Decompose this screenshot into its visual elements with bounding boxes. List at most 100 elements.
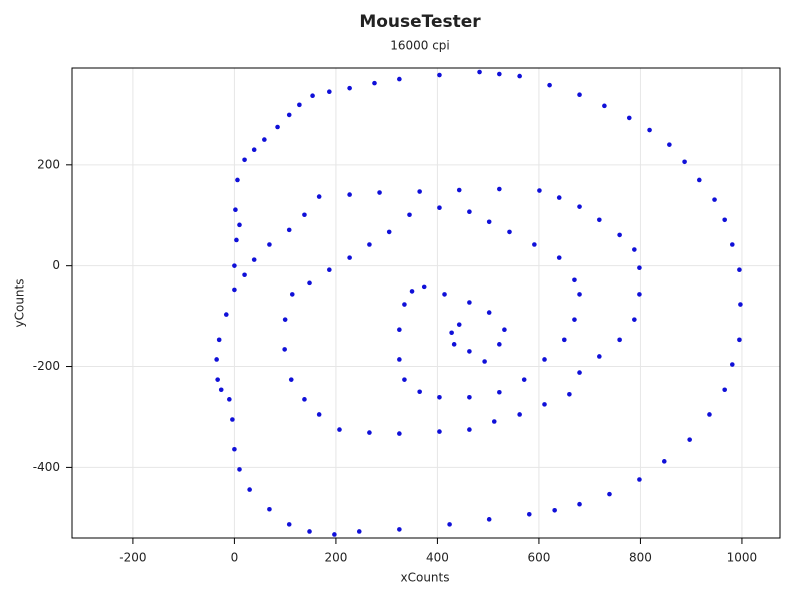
point xyxy=(632,247,637,252)
point xyxy=(647,127,652,133)
point xyxy=(214,357,219,362)
point xyxy=(437,72,442,78)
point xyxy=(637,477,642,482)
y-tick-label: -200 xyxy=(33,359,60,373)
point xyxy=(467,209,472,215)
point xyxy=(602,103,607,109)
point xyxy=(356,529,362,534)
point xyxy=(562,337,567,343)
point xyxy=(449,330,454,336)
point xyxy=(232,287,237,293)
x-tick-label: 600 xyxy=(527,551,550,565)
point xyxy=(661,459,667,464)
point xyxy=(486,219,492,225)
point xyxy=(367,430,372,435)
point xyxy=(235,177,240,183)
point xyxy=(397,357,402,362)
point xyxy=(517,412,522,417)
point xyxy=(288,377,294,382)
point xyxy=(367,242,372,247)
point xyxy=(521,377,527,382)
point xyxy=(215,377,220,382)
point xyxy=(637,292,642,297)
point xyxy=(486,517,492,522)
point xyxy=(372,80,377,86)
point xyxy=(286,522,292,527)
point xyxy=(407,212,412,218)
x-tick-label: -200 xyxy=(119,551,146,565)
point xyxy=(597,217,602,223)
point xyxy=(502,327,507,333)
point xyxy=(307,280,312,286)
point xyxy=(467,395,472,400)
point xyxy=(347,85,352,91)
point xyxy=(637,265,642,270)
point xyxy=(402,302,407,307)
point xyxy=(572,317,577,322)
point xyxy=(347,255,352,260)
point xyxy=(442,292,447,297)
point xyxy=(497,71,502,77)
point xyxy=(456,322,462,327)
point xyxy=(237,467,242,472)
point xyxy=(556,255,562,260)
point xyxy=(337,427,342,432)
point xyxy=(537,188,542,193)
point xyxy=(223,312,229,317)
point xyxy=(722,217,727,223)
point xyxy=(327,267,332,273)
point xyxy=(417,389,422,395)
point xyxy=(302,212,307,218)
point xyxy=(497,342,502,347)
y-axis-label: yCounts xyxy=(13,279,27,328)
point xyxy=(332,532,337,537)
point xyxy=(232,263,237,268)
point xyxy=(737,267,742,273)
point xyxy=(282,317,288,322)
point xyxy=(477,69,482,75)
point xyxy=(577,204,582,209)
point xyxy=(227,397,232,402)
point xyxy=(577,501,582,507)
point xyxy=(467,300,472,305)
x-axis-label: xCounts xyxy=(401,571,450,585)
point xyxy=(232,446,237,452)
point xyxy=(282,347,287,352)
point xyxy=(451,342,457,347)
point xyxy=(712,197,717,202)
y-tick-label: 200 xyxy=(37,157,60,171)
y-tick-label: 0 xyxy=(52,258,60,272)
plot-frame xyxy=(71,67,781,539)
point xyxy=(267,506,272,512)
point xyxy=(386,229,392,235)
point xyxy=(607,491,612,497)
point xyxy=(497,186,502,192)
point xyxy=(577,92,582,98)
point xyxy=(437,429,442,434)
point xyxy=(247,487,252,492)
point xyxy=(216,337,222,343)
point xyxy=(417,189,422,194)
point xyxy=(347,192,352,197)
point xyxy=(667,142,672,147)
point xyxy=(682,159,687,165)
point xyxy=(542,402,547,407)
point xyxy=(577,370,582,375)
chart-title: MouseTester xyxy=(359,12,481,32)
point xyxy=(397,327,402,333)
point xyxy=(486,310,492,315)
x-tick-label: 200 xyxy=(324,551,347,565)
point xyxy=(421,284,427,290)
x-tick-label: 400 xyxy=(426,551,449,565)
point xyxy=(577,292,582,297)
point xyxy=(467,349,472,354)
point xyxy=(307,529,312,534)
point xyxy=(617,232,622,238)
point xyxy=(262,137,267,142)
point xyxy=(242,157,247,163)
point xyxy=(242,272,247,278)
point xyxy=(729,242,735,247)
point xyxy=(556,195,562,200)
point xyxy=(532,242,537,247)
